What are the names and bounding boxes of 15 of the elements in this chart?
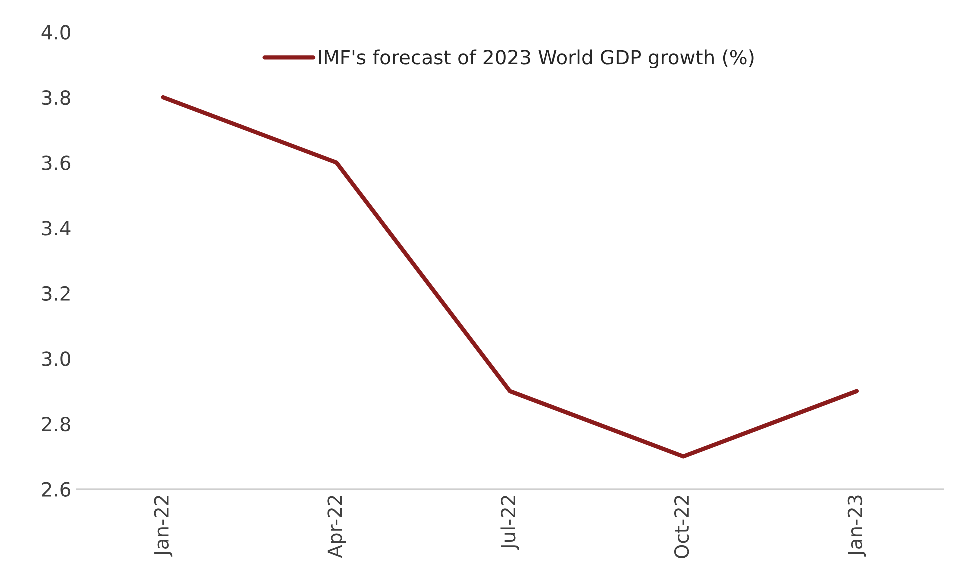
y-tick-label: 2.8 — [42, 416, 70, 432]
y-tick-label: 3.2 — [42, 286, 70, 302]
y-tick-label: 3.0 — [42, 352, 70, 366]
x-tick-label: Oct-22 — [674, 496, 690, 558]
y-tick-label: 2.6 — [42, 482, 71, 497]
y-tick-label: 3.8 — [42, 90, 70, 106]
y-tick-label: 3.6 — [42, 156, 71, 170]
x-tick-label: Jan-23 — [848, 496, 866, 557]
x-tick-label: Jul-22 — [500, 496, 520, 550]
x-tick-label: Jan-22 — [154, 496, 173, 557]
x-tick-label: Apr-22 — [328, 496, 346, 558]
line-series — [161, 95, 860, 459]
y-tick-label: 3.4 — [42, 221, 71, 236]
y-tick-label: 4.0 — [42, 25, 70, 40]
legend-label: IMF's forecast of 2023 World GDP growth (%) — [319, 50, 754, 69]
